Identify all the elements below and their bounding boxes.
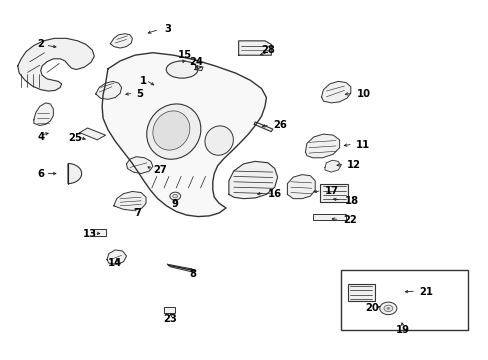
Polygon shape — [34, 103, 53, 126]
Text: 10: 10 — [356, 89, 370, 99]
Polygon shape — [194, 66, 203, 71]
Text: 20: 20 — [365, 303, 378, 314]
Polygon shape — [102, 53, 266, 217]
Text: 11: 11 — [355, 140, 369, 150]
Text: 9: 9 — [171, 199, 178, 210]
Ellipse shape — [166, 61, 198, 78]
Polygon shape — [167, 264, 194, 273]
Text: 7: 7 — [135, 208, 142, 218]
Text: 2: 2 — [37, 39, 44, 49]
Polygon shape — [163, 307, 175, 314]
Ellipse shape — [379, 302, 396, 315]
Text: 13: 13 — [82, 229, 96, 239]
Ellipse shape — [204, 126, 233, 155]
Ellipse shape — [383, 305, 392, 312]
Bar — [347, 284, 374, 301]
Polygon shape — [228, 161, 277, 199]
Text: 17: 17 — [325, 186, 338, 197]
Polygon shape — [305, 134, 339, 158]
Polygon shape — [18, 39, 94, 91]
Bar — [340, 270, 467, 330]
Polygon shape — [110, 34, 132, 48]
Polygon shape — [287, 175, 315, 199]
Text: 25: 25 — [68, 133, 81, 143]
Ellipse shape — [146, 104, 201, 159]
Wedge shape — [68, 163, 81, 184]
Text: 26: 26 — [272, 121, 286, 130]
Polygon shape — [80, 128, 105, 140]
Text: 28: 28 — [261, 45, 274, 55]
Text: 21: 21 — [418, 287, 432, 297]
Text: 18: 18 — [344, 196, 358, 206]
Polygon shape — [96, 81, 122, 99]
Text: 27: 27 — [153, 165, 166, 175]
Text: 6: 6 — [37, 168, 44, 179]
Text: 14: 14 — [108, 258, 122, 268]
Bar — [312, 214, 345, 220]
Polygon shape — [94, 229, 105, 235]
Polygon shape — [114, 192, 146, 211]
Polygon shape — [321, 81, 350, 103]
Text: 4: 4 — [37, 132, 44, 142]
Text: 22: 22 — [342, 215, 356, 225]
Text: 12: 12 — [346, 160, 360, 170]
Ellipse shape — [153, 111, 189, 150]
Ellipse shape — [169, 192, 180, 200]
Text: 19: 19 — [395, 325, 409, 335]
Polygon shape — [126, 157, 153, 174]
Text: 5: 5 — [136, 89, 143, 99]
Polygon shape — [254, 122, 272, 132]
Text: 23: 23 — [163, 314, 177, 324]
Text: 3: 3 — [163, 24, 171, 34]
Ellipse shape — [172, 194, 177, 198]
Polygon shape — [107, 250, 126, 264]
Ellipse shape — [386, 307, 389, 310]
Text: 8: 8 — [189, 269, 196, 279]
Polygon shape — [325, 160, 340, 172]
Text: 1: 1 — [140, 76, 147, 86]
Text: 24: 24 — [189, 57, 203, 67]
Text: 15: 15 — [178, 50, 192, 60]
Bar — [320, 184, 347, 202]
Text: 16: 16 — [267, 189, 282, 199]
Polygon shape — [238, 41, 271, 55]
